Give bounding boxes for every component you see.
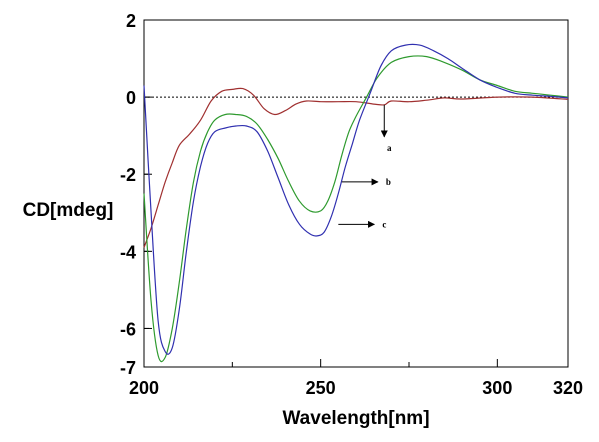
- callout-a-label: a: [387, 143, 392, 153]
- series-a-line: [143, 87, 569, 248]
- callout-c-label: c: [382, 219, 386, 229]
- x-tick-label: 250: [306, 378, 336, 398]
- x-tick-label: 320: [553, 378, 583, 398]
- y-axis-title: CD[mdeg]: [23, 200, 114, 221]
- series-b-line: [143, 55, 569, 363]
- x-tick-label: 300: [482, 378, 512, 398]
- plot-frame: [143, 19, 569, 368]
- y-tick-label: -4: [120, 242, 136, 262]
- callouts: a b c: [338, 104, 392, 229]
- y-tick-label: -2: [120, 165, 136, 185]
- series-c-line: [143, 43, 569, 355]
- y-tick-label: -7: [120, 358, 136, 378]
- x-axis-title: Wavelength[nm]: [282, 408, 429, 429]
- y-tick-label: 2: [126, 11, 136, 31]
- axis-ticks: 200 250 300 320 2 0 -2 -4 -6 -7: [120, 11, 583, 398]
- y-tick-label: 0: [126, 88, 136, 108]
- callout-b-label: b: [386, 177, 391, 187]
- y-tick-label: -6: [120, 319, 136, 339]
- x-tick-label: 200: [129, 378, 159, 398]
- series-lines: [143, 43, 569, 363]
